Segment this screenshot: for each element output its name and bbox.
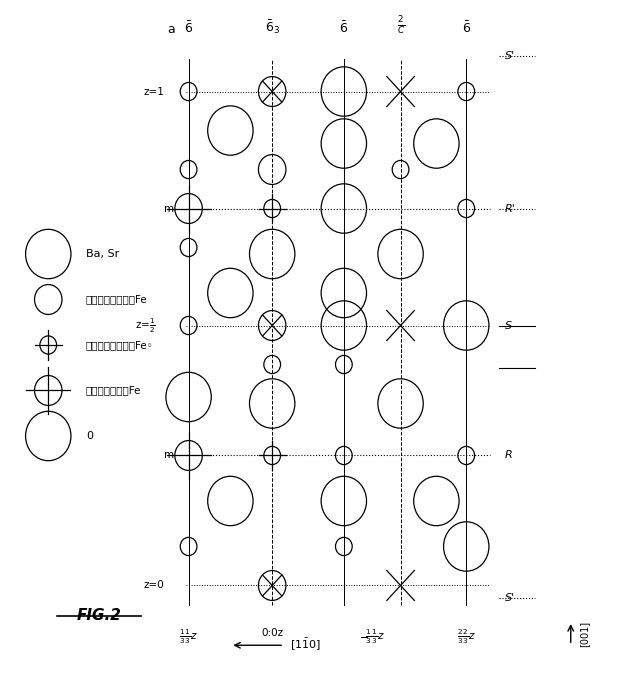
Text: S: S xyxy=(505,320,512,330)
Text: FIG.2: FIG.2 xyxy=(77,608,121,624)
Text: 八面体で包囲したFe: 八面体で包囲したFe xyxy=(86,294,147,305)
Text: a: a xyxy=(167,23,175,37)
Text: Ba, Sr: Ba, Sr xyxy=(86,249,119,259)
Text: z=1: z=1 xyxy=(144,87,165,97)
Text: [001]: [001] xyxy=(580,621,590,647)
Text: $\frac{2}{3}\frac{2}{3}z$: $\frac{2}{3}\frac{2}{3}z$ xyxy=(457,628,476,646)
Text: $\frac{1}{3}\frac{1}{3}z$: $\frac{1}{3}\frac{1}{3}z$ xyxy=(179,628,198,646)
Text: $\bar{6}$: $\bar{6}$ xyxy=(184,21,193,37)
Text: 0:0z: 0:0z xyxy=(261,628,283,638)
Text: $\overline{\;\;}\frac{1}{3}\frac{1}{3}z$: $\overline{\;\;}\frac{1}{3}\frac{1}{3}z$ xyxy=(360,628,385,646)
Text: [1$\bar{1}$0]: [1$\bar{1}$0] xyxy=(290,637,321,653)
Text: 0: 0 xyxy=(86,431,93,441)
Text: z=$\frac{1}{2}$: z=$\frac{1}{2}$ xyxy=(135,316,156,334)
Text: m: m xyxy=(164,204,174,213)
Text: $\bar{6}$: $\bar{6}$ xyxy=(339,21,348,37)
Text: $\bar{6}_3$: $\bar{6}_3$ xyxy=(265,19,280,37)
Text: S': S' xyxy=(505,594,515,603)
Text: S': S' xyxy=(505,51,515,61)
Text: 二重に包囲したFe: 二重に包囲したFe xyxy=(86,385,141,395)
Text: m: m xyxy=(164,450,174,460)
Text: R': R' xyxy=(505,204,516,213)
Text: z=0: z=0 xyxy=(144,580,165,590)
Text: $\bar{6}$: $\bar{6}$ xyxy=(462,21,471,37)
Text: R: R xyxy=(505,450,513,460)
Text: $\frac{2}{C}$: $\frac{2}{C}$ xyxy=(396,14,405,37)
Text: 四面体で包囲したFe◦: 四面体で包囲したFe◦ xyxy=(86,340,154,350)
